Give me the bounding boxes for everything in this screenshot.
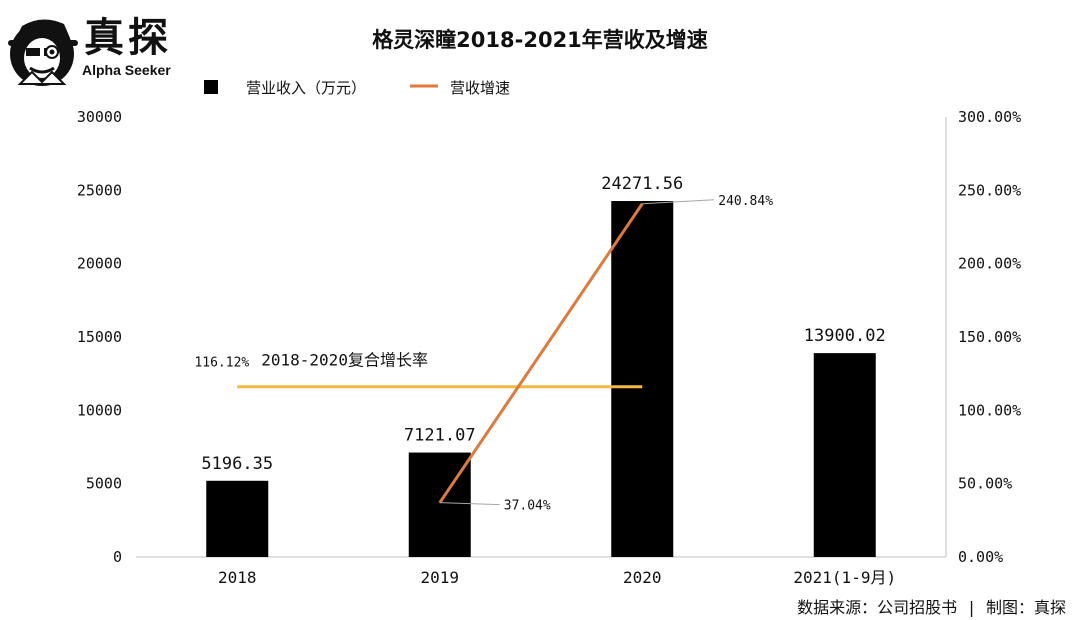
- growth-data-label: 37.04%: [504, 499, 551, 514]
- growth-line: [438, 202, 644, 504]
- y-right-tick-label: 200.00%: [958, 255, 1021, 273]
- bar: [813, 353, 876, 557]
- legend: 营业收入（万元） 营收增速: [204, 79, 510, 97]
- bar-data-label: 13900.02: [804, 326, 886, 346]
- y-left-tick-label: 30000: [77, 108, 122, 126]
- y-right-tick-label: 150.00%: [958, 328, 1021, 346]
- legend-line-label: 营收增速: [450, 79, 510, 97]
- legend-bar-swatch: [204, 80, 218, 94]
- y-left-tick-label: 15000: [77, 328, 122, 346]
- y-left-tick-label: 10000: [77, 401, 122, 419]
- y-left-tick-label: 5000: [86, 475, 122, 493]
- chart-title: 格灵深瞳2018-2021年营收及增速: [372, 28, 708, 52]
- cagr-value-label: 116.12%: [194, 356, 249, 371]
- legend-bar-label: 营业收入（万元）: [246, 79, 366, 97]
- x-tick-label: 2019: [420, 568, 459, 587]
- growth-data-label: 240.84%: [718, 194, 773, 209]
- bar: [611, 201, 674, 557]
- y-left-tick-label: 0: [113, 548, 122, 566]
- bar-data-label: 24271.56: [601, 174, 683, 194]
- x-tick-label: 2018: [218, 568, 257, 587]
- bar-series: 5196.35 7121.07 24271.56 13900.02: [201, 174, 886, 557]
- brand-tagline: Alpha Seeker: [82, 62, 171, 78]
- x-tick-label: 2021(1-9月): [793, 568, 896, 587]
- y-right-tick-label: 50.00%: [958, 475, 1012, 493]
- axes: 0 5000 10000 15000 20000 25000 30000 0.00% 50.00…: [77, 108, 1021, 587]
- y-right-tick-label: 0.00%: [958, 548, 1003, 566]
- y-right-tick-label: 300.00%: [958, 108, 1021, 126]
- brand-logo: [6, 12, 182, 88]
- detective-icon: [8, 19, 78, 86]
- cagr-text-label: 2018-2020复合增长率: [261, 351, 428, 370]
- y-left-tick-label: 25000: [77, 181, 122, 199]
- bar: [206, 480, 269, 557]
- y-left-tick-label: 20000: [77, 255, 122, 273]
- growth-leader-line: [439, 502, 500, 506]
- bar-data-label: 5196.35: [201, 454, 273, 474]
- growth-leader-line: [642, 199, 715, 205]
- brand-name: 真探: [84, 15, 172, 61]
- source-note: 数据来源：公司招股书 | 制图：真探: [797, 598, 1066, 617]
- growth-series: 37.04% 240.84%: [438, 194, 773, 514]
- cagr-annotation: 116.12% 2018-2020复合增长率: [194, 351, 643, 389]
- bar-data-label: 7121.07: [404, 426, 476, 446]
- y-right-tick-label: 250.00%: [958, 181, 1021, 199]
- y-right-tick-label: 100.00%: [958, 401, 1021, 419]
- x-tick-label: 2020: [623, 568, 662, 587]
